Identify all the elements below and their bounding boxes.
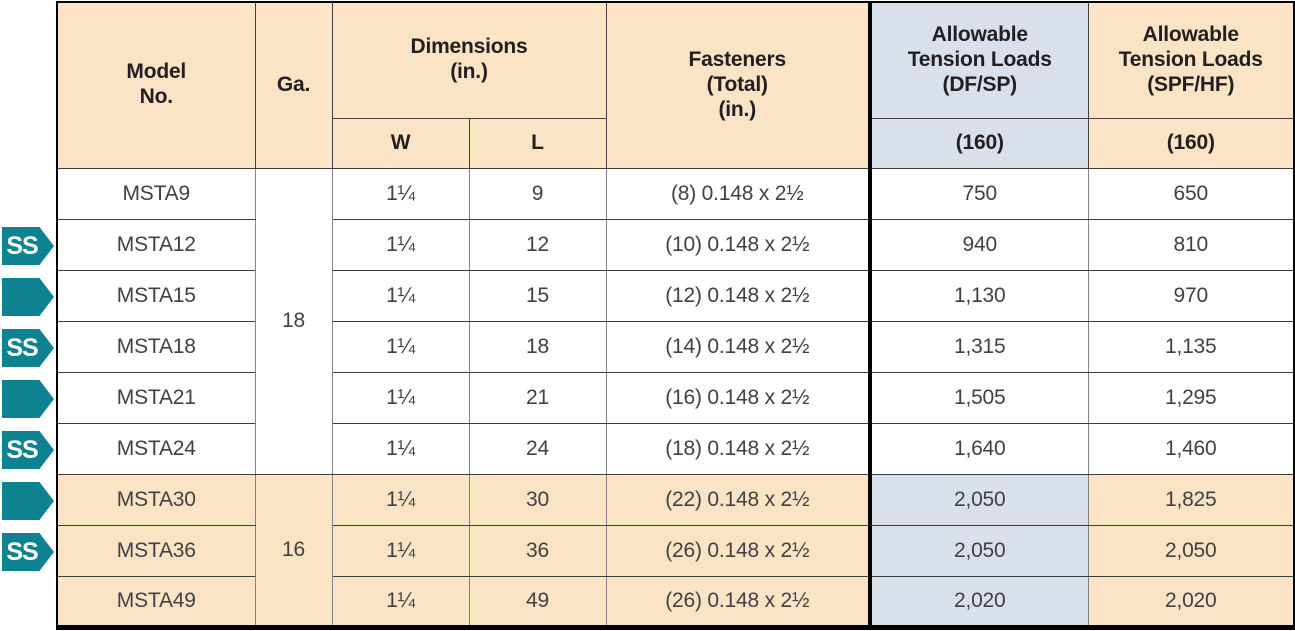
col-header-model-no: Model No. [56,1,256,169]
cell-df-sp-load: 940 [868,218,1089,271]
cell-model: MSTA30 [56,473,256,526]
cell-model: MSTA18 [56,320,256,373]
cell-df-sp-load: 750 [868,167,1089,220]
cell-df-sp-load: 1,315 [868,320,1089,373]
table-row: MSTA49 1¼ 49 (26) 0.148 x 2½ 2,020 2,020 [56,575,1295,628]
cell-length: 21 [468,371,607,424]
cell-df-sp-load: 2,020 [868,575,1089,628]
ss-badge: SS [2,431,54,469]
cell-df-sp-load: 2,050 [868,524,1089,577]
cell-spf-hf-load: 1,460 [1087,422,1295,475]
cell-width: 1¼ [331,371,470,424]
table-body: MSTA9 18 1¼ 9 (8) 0.148 x 2½ 750 650 MSTA12 1¼ 12… [56,167,1295,628]
cell-width: 1¼ [331,422,470,475]
ss-badge: SS [2,533,54,571]
cell-width: 1¼ [331,167,470,220]
cell-spf-hf-load: 970 [1087,269,1295,322]
cell-length: 18 [468,320,607,373]
cell-df-sp-load: 1,640 [868,422,1089,475]
cell-width: 1¼ [331,473,470,526]
cell-spf-hf-load: 650 [1087,167,1295,220]
cell-spf-hf-load: 2,020 [1087,575,1295,628]
cell-df-sp-load: 1,505 [868,371,1089,424]
table-row: MSTA18 1¼ 18 (14) 0.148 x 2½ 1,315 1,135 [56,320,1295,373]
table-row: MSTA24 1¼ 24 (18) 0.148 x 2½ 1,640 1,460 [56,422,1295,475]
cell-width: 1¼ [331,218,470,271]
table-row: MSTA15 1¼ 15 (12) 0.148 x 2½ 1,130 970 [56,269,1295,322]
cell-fasteners: (26) 0.148 x 2½ [605,575,871,628]
cell-model: MSTA15 [56,269,256,322]
cell-model: MSTA24 [56,422,256,475]
cell-width: 1¼ [331,575,470,628]
cell-fasteners: (10) 0.148 x 2½ [605,218,871,271]
cell-length: 36 [468,524,607,577]
cell-fasteners: (22) 0.148 x 2½ [605,473,871,526]
col-header-df-sp-duration: (160) [868,117,1089,169]
cell-model: MSTA9 [56,167,256,220]
col-header-ga: Ga. [254,1,333,169]
cell-df-sp-load: 1,130 [868,269,1089,322]
cell-spf-hf-load: 1,135 [1087,320,1295,373]
cell-length: 30 [468,473,607,526]
cell-length: 24 [468,422,607,475]
cell-length: 49 [468,575,607,628]
col-header-allowable-spf-hf: Allowable Tension Loads (SPF/HF) [1087,1,1295,119]
cell-spf-hf-load: 1,825 [1087,473,1295,526]
table-row: MSTA30 16 1¼ 30 (22) 0.148 x 2½ 2,050 1,825 [56,473,1295,628]
col-header-fasteners: Fasteners (Total) (in.) [605,1,871,169]
product-load-table: Model No. Ga. Dimensions (in.) Fasteners… [56,1,1295,630]
cell-length: 9 [468,167,607,220]
cell-model: MSTA49 [56,575,256,628]
arrow-badge [2,380,54,418]
cell-df-sp-load: 2,050 [868,473,1089,526]
cell-ga: 18 [254,167,333,475]
badge-label: SS [6,333,38,362]
cell-width: 1¼ [331,320,470,373]
col-header-dimensions: Dimensions (in.) [331,1,607,119]
col-header-length: L [468,117,607,169]
col-header-width: W [331,117,470,169]
table-row: MSTA21 1¼ 21 (16) 0.148 x 2½ 1,505 1,295 [56,371,1295,424]
cell-ga: 16 [254,473,333,628]
table-row: MSTA12 1¼ 12 (10) 0.148 x 2½ 940 810 [56,218,1295,271]
col-header-allowable-df-sp: Allowable Tension Loads (DF/SP) [868,1,1089,119]
ss-badge: SS [2,329,54,367]
cell-width: 1¼ [331,269,470,322]
cell-fasteners: (14) 0.148 x 2½ [605,320,871,373]
ss-badge: SS [2,227,54,265]
col-header-spf-hf-duration: (160) [1087,117,1295,169]
cell-model: MSTA12 [56,218,256,271]
cell-fasteners: (8) 0.148 x 2½ [605,167,871,220]
cell-spf-hf-load: 810 [1087,218,1295,271]
badge-label: SS [6,537,38,566]
badge-label: SS [6,435,38,464]
cell-length: 12 [468,218,607,271]
cell-spf-hf-load: 1,295 [1087,371,1295,424]
table-header: Model No. Ga. Dimensions (in.) Fasteners… [56,1,1295,169]
arrow-badge [2,278,54,316]
arrow-badge [2,482,54,520]
cell-fasteners: (12) 0.148 x 2½ [605,269,871,322]
cell-fasteners: (26) 0.148 x 2½ [605,524,871,577]
cell-spf-hf-load: 2,050 [1087,524,1295,577]
table-row: MSTA9 18 1¼ 9 (8) 0.148 x 2½ 750 650 [56,167,1295,475]
cell-width: 1¼ [331,524,470,577]
table-row: MSTA36 1¼ 36 (26) 0.148 x 2½ 2,050 2,050 [56,524,1295,577]
cell-model: MSTA36 [56,524,256,577]
cell-fasteners: (18) 0.148 x 2½ [605,422,871,475]
cell-fasteners: (16) 0.148 x 2½ [605,371,871,424]
cell-length: 15 [468,269,607,322]
cell-model: MSTA21 [56,371,256,424]
badge-label: SS [6,231,38,260]
